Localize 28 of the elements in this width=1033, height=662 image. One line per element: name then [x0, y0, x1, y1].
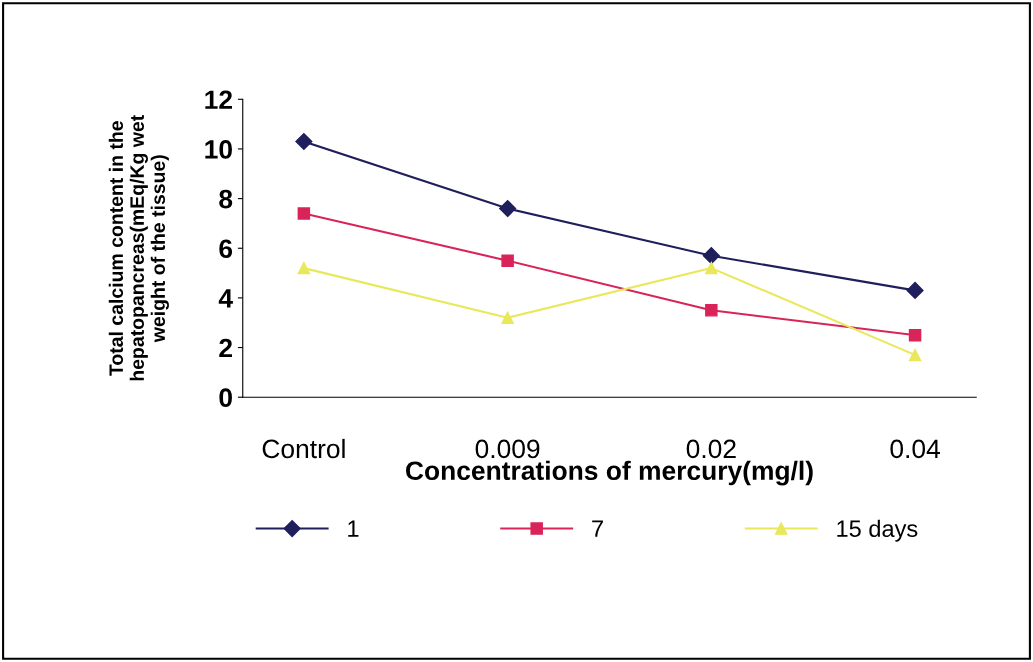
- x-tick-label: 0.009: [475, 439, 540, 459]
- x-tick-label: 0.04: [890, 439, 940, 459]
- y-tick-label: 10: [205, 140, 232, 159]
- legend-label: 7: [592, 520, 603, 537]
- point: [297, 207, 311, 220]
- x-axis-title: Concentrations of mercury(mg/l): [406, 460, 813, 486]
- point: [295, 132, 313, 151]
- point: [908, 348, 922, 362]
- legend-label: 15 days: [837, 519, 918, 542]
- x-tick-label: Control: [262, 438, 345, 459]
- point: [297, 261, 311, 275]
- y-tick-label: 0: [219, 388, 232, 408]
- legend-label: 1: [348, 520, 359, 537]
- y-tick-label: 8: [219, 189, 233, 209]
- point: [705, 261, 718, 275]
- y-axis-title: Total calcium content in the hepatopancreas(mEq/Kg wet weight of the tissue): [108, 115, 169, 381]
- point: [702, 247, 720, 265]
- y-tick-label: 6: [219, 239, 233, 259]
- point: [906, 281, 924, 300]
- y-tick-label: 2: [219, 338, 232, 358]
- point: [501, 254, 514, 267]
- point: [499, 199, 517, 218]
- y-tick-label: 12: [205, 90, 232, 109]
- point: [908, 328, 922, 342]
- y-tick-label: 4: [218, 289, 233, 308]
- x-tick-label: 0.02: [686, 439, 736, 459]
- point: [705, 304, 718, 317]
- point: [501, 311, 514, 325]
